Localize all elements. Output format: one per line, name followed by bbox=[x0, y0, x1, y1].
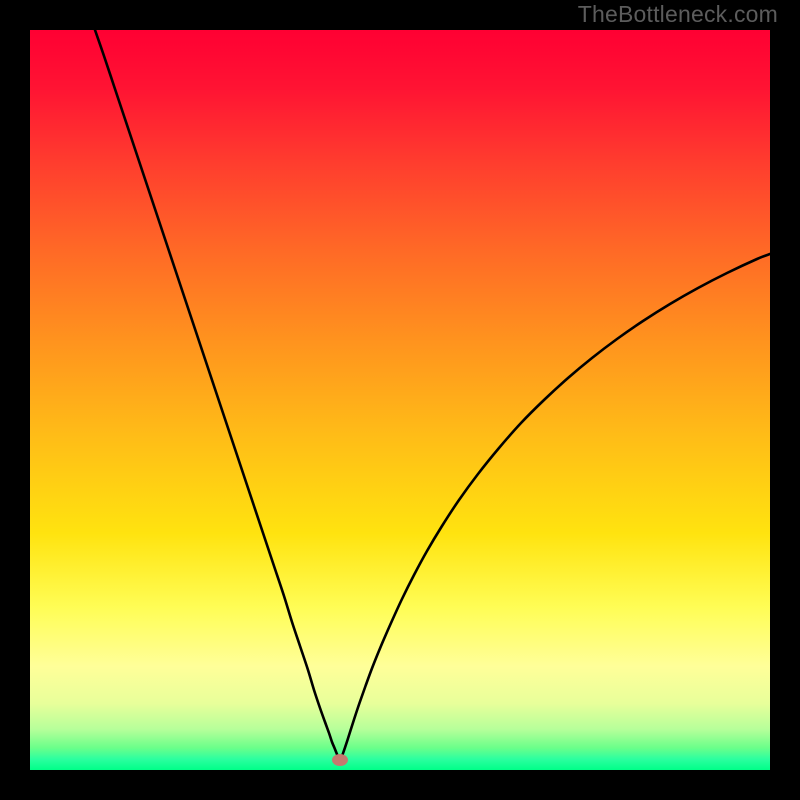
watermark-text: TheBottleneck.com bbox=[578, 1, 778, 28]
optimum-marker bbox=[332, 754, 348, 766]
bottleneck-curve bbox=[30, 30, 770, 770]
plot-area bbox=[30, 30, 770, 770]
chart-root: TheBottleneck.com bbox=[0, 0, 800, 800]
